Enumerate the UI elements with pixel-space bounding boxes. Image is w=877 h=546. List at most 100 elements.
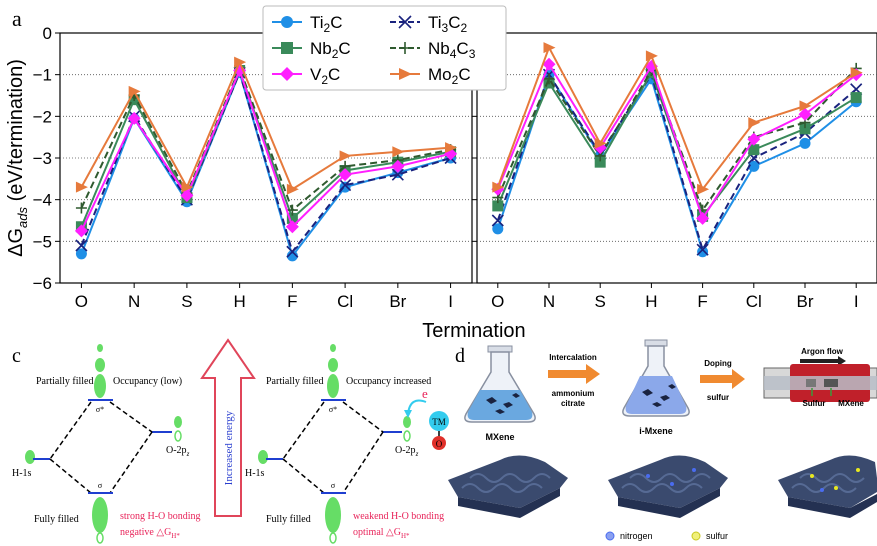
electron-label: e [422,386,428,401]
x-tick-label: S [181,292,192,311]
data-point [748,117,761,129]
sigma-label: σ [331,481,336,490]
tm-label: TM [432,417,446,427]
series-line [496,72,857,253]
mxene-label: MXene [485,432,514,442]
tube-furnace-icon: Argon flow Sulfur MXene [763,347,877,408]
transition-metal-icon [429,411,449,431]
data-point [392,146,405,158]
o2p-orbital-icon [174,430,182,442]
data-point [747,132,761,146]
furnace-sulfur-label: Sulfur [802,399,825,408]
data-point [286,245,299,258]
o2p-orbital-icon [403,416,411,428]
mxene-surface-render [448,455,568,518]
y-tick-label: −5 [33,232,52,251]
y-tick-label: −4 [33,191,52,210]
imxene-surface-render [608,455,728,518]
x-axis-label: Termination [422,320,525,342]
legend-marker [281,16,293,28]
legend-entry-v2c: V2C [272,65,340,87]
data-point [696,211,710,225]
data-point [850,67,863,79]
data-point [286,204,298,216]
data-point [748,160,760,172]
bond-line [109,431,153,494]
x-tick-label: S [595,292,606,311]
panel-label-c: c [12,345,21,367]
process-arrow-icon [700,369,745,389]
data-point [799,137,811,149]
orbital-lobe-icon [97,344,103,352]
data-point [285,220,299,234]
series-line [496,45,857,192]
orbital-lobe-icon [329,532,337,544]
partially-filled-label: Partially filled [266,376,324,387]
x-tick-label: O [75,292,88,311]
data-point [127,111,141,125]
data-point [543,42,556,54]
o2p-orbital-icon [403,430,411,442]
o2p-label: O-2pz [395,445,419,458]
legend-marker [398,15,412,29]
data-point [492,181,505,193]
legend-entry-nb2c: Nb2C [272,39,351,61]
data-point [339,150,352,162]
series-line [80,65,451,212]
delta-g-note: negative △GH* [120,527,180,540]
data-point [799,123,811,135]
legend-entry-mo2c: Mo2C [390,65,471,87]
y-axis-label: ΔGads (eV/termination) [5,59,30,257]
legend-entry-ti3c2: Ti3C2 [390,13,468,35]
data-point [74,224,88,238]
bond-line [49,401,92,460]
orbital-lobe-icon [330,344,336,352]
argon-flow-label: Argon flow [801,347,844,356]
o2p-label: O-2pz [166,445,190,458]
series-v2c [74,64,458,238]
orbital-diagram-left: σ* Partially filled Occupancy (low) H-1s… [12,344,201,544]
furnace-mxene-label: MXene [838,399,864,408]
arrow-head-icon [404,410,412,418]
panel-d-synthesis-scheme: d MXene Intercalation ammonium citrate i… [448,339,877,541]
orbital-lobe-icon [328,358,338,372]
x-tick-label: Cl [337,292,353,311]
sigma-star-orbital-icon [327,374,339,398]
x-tick-label: Br [389,292,406,311]
increased-energy-label: Increased energy [223,410,235,485]
x-tick-label: F [287,292,297,311]
data-point [75,202,87,214]
x-tick-label: H [645,292,657,311]
legend-marker [280,67,294,81]
bond-line [342,431,384,494]
data-point [492,223,504,235]
y-tick-label: 0 [43,24,52,43]
data-point [594,156,606,168]
data-point [543,73,555,85]
series-ti3c2 [491,68,863,256]
increased-energy-arrow: Increased energy [200,338,256,517]
x-tick-label: Cl [746,292,762,311]
bond-line [49,458,92,494]
x-tick-label: O [491,292,504,311]
h1s-orbital-icon [258,450,268,464]
doping-label: Doping [704,359,732,368]
orbital-lobe-icon [95,358,105,372]
x-tick-label: N [543,292,555,311]
series-line [80,59,451,191]
data-point [338,168,352,182]
bonding-note: weakend H-O bonding [353,511,444,522]
bond-line [282,458,325,494]
data-point [445,142,458,154]
data-point [391,168,404,181]
x-tick-label: F [697,292,707,311]
process-arrow-icon [548,364,600,384]
data-point [491,214,504,227]
chart-legend: Ti2C Ti3C2 Nb2C Nb4C3 V2C Mo2C [262,5,507,91]
occupancy-label: Occupancy (low) [113,376,182,387]
series-line [80,67,451,228]
legend-marker [399,42,411,54]
legend-entry-ti2c: Ti2C [272,13,343,35]
data-point [128,85,141,97]
data-point [799,100,812,112]
